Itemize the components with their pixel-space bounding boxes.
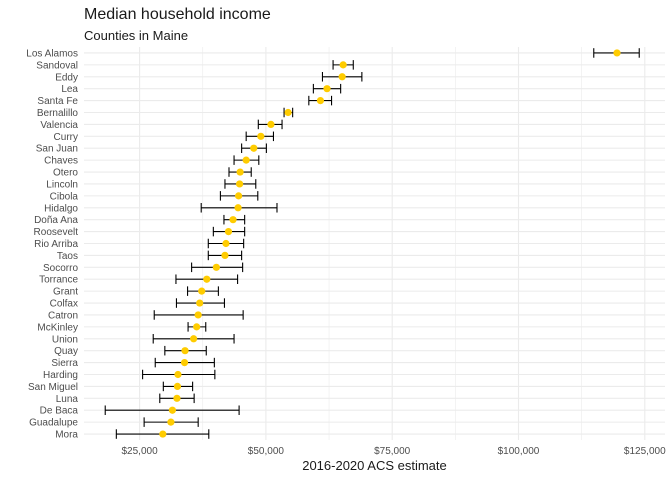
y-tick-label: Socorro [43, 263, 78, 274]
estimate-point [173, 394, 181, 402]
y-tick-label: Grant [53, 287, 78, 298]
estimate-point [236, 168, 244, 176]
x-axis-title: 2016-2020 ACS estimate [302, 458, 447, 473]
estimate-point [221, 251, 229, 260]
estimate-point [196, 299, 204, 307]
y-tick-label: Taos [57, 251, 78, 262]
estimate-point [190, 335, 198, 343]
estimate-point [203, 275, 211, 283]
y-tick-label: Colfax [50, 299, 78, 310]
estimate-point [174, 370, 182, 379]
estimate-point [267, 120, 275, 129]
estimate-point [339, 61, 347, 69]
estimate-point [159, 430, 167, 438]
y-tick-label: Eddy [55, 72, 78, 83]
estimate-point [194, 311, 202, 319]
estimate-points [159, 49, 621, 438]
estimate-point [224, 227, 233, 236]
y-tick-label: Rio Arriba [34, 239, 78, 250]
estimate-point [250, 144, 258, 152]
x-tick-label: $75,000 [374, 446, 411, 457]
x-axis-labels: $25,000 $50,000 $75,000 $100,000 $125,000 [121, 446, 666, 457]
estimate-point [229, 216, 237, 224]
estimate-point [613, 49, 621, 57]
estimate-point [234, 204, 242, 212]
y-tick-label: Luna [56, 394, 79, 405]
x-tick-label: $25,000 [121, 446, 158, 457]
y-tick-label: Los Alamos [26, 48, 78, 59]
y-tick-label: Santa Fe [37, 96, 78, 107]
y-tick-label: Chaves [44, 156, 78, 167]
estimate-point [193, 323, 201, 331]
estimate-point [284, 108, 292, 117]
y-tick-label: Mora [55, 430, 78, 441]
estimate-point [173, 382, 182, 391]
y-tick-label: Cibola [50, 191, 79, 202]
y-tick-label: Valencia [40, 120, 78, 131]
estimate-point [168, 406, 177, 414]
grid [84, 47, 665, 440]
estimate-point [198, 287, 206, 295]
y-tick-label: Hidalgo [44, 203, 78, 214]
y-tick-label: Roosevelt [34, 227, 79, 238]
y-tick-label: McKinley [37, 322, 78, 333]
y-tick-label: Guadalupe [29, 418, 78, 429]
y-tick-label: San Miguel [28, 382, 78, 393]
y-tick-label: Sandoval [36, 60, 78, 71]
y-tick-label: Lea [61, 84, 78, 95]
estimate-point [338, 73, 346, 81]
y-tick-label: Union [52, 334, 78, 345]
x-tick-label: $50,000 [248, 446, 285, 457]
y-tick-label: Catron [48, 310, 78, 321]
x-tick-label: $125,000 [624, 446, 666, 457]
chart-subtitle: Counties in Maine [84, 28, 188, 43]
estimate-point [257, 132, 265, 140]
estimate-point [181, 347, 189, 355]
y-tick-label: San Juan [36, 144, 78, 155]
y-tick-label: Lincoln [46, 179, 78, 190]
y-tick-label: Torrance [39, 275, 78, 286]
y-tick-label: Sierra [51, 358, 78, 369]
y-tick-label: Harding [43, 370, 78, 381]
x-tick-label: $100,000 [498, 446, 540, 457]
estimate-point [236, 180, 244, 188]
y-tick-label: Otero [53, 168, 78, 179]
chart-title: Median household income [84, 6, 271, 23]
estimate-point [323, 85, 331, 93]
y-tick-label: Quay [54, 346, 78, 357]
estimate-point [222, 239, 230, 248]
y-tick-label: De Baca [40, 406, 79, 417]
estimate-point [212, 263, 220, 271]
y-tick-label: Doña Ana [34, 215, 78, 226]
estimate-point [180, 358, 189, 367]
estimate-point [167, 418, 175, 426]
estimate-point [234, 192, 243, 200]
estimate-point [242, 156, 250, 164]
estimate-point [316, 96, 325, 105]
y-tick-label: Bernalillo [37, 108, 79, 119]
y-tick-label: Curry [54, 132, 78, 143]
